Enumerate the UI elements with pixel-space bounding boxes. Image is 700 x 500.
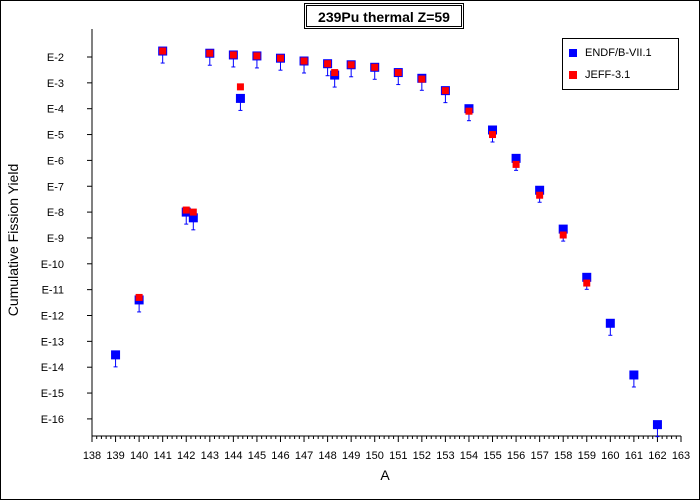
y-axis-label: Cumulative Fission Yield (5, 163, 21, 317)
y-tick-label: E-7 (47, 181, 64, 193)
y-tick-label: E-11 (42, 285, 64, 297)
y-tick-label: E-9 (47, 233, 64, 245)
x-axis-label: A (380, 467, 390, 483)
y-tick-label: E-16 (41, 414, 64, 426)
jeff-point (536, 191, 544, 199)
x-tick-label: 142 (177, 450, 195, 462)
x-tick-label: 145 (248, 450, 266, 462)
x-tick-label: 157 (530, 450, 548, 462)
x-tick-label: 150 (366, 450, 384, 462)
jeff-point (159, 47, 167, 55)
x-tick-label: 162 (648, 450, 666, 462)
x-tick-label: 163 (672, 450, 690, 462)
y-tick-label: E-12 (41, 311, 64, 323)
x-tick-label: 155 (483, 450, 501, 462)
jeff-point (135, 293, 143, 301)
y-tick-label: E-6 (47, 155, 64, 167)
jeff-point (253, 52, 261, 60)
x-tick-label: 146 (271, 450, 289, 462)
endf-point (535, 185, 545, 195)
x-tick-label: 140 (130, 450, 148, 462)
jeff-point (331, 69, 339, 77)
x-tick-label: 159 (578, 450, 596, 462)
jeff-point (182, 206, 190, 214)
jeff-point (441, 87, 449, 95)
x-tick-label: 139 (106, 450, 124, 462)
legend: ENDF/B-VII.1 JEFF-3.1 (562, 38, 679, 90)
chart-title: 239Pu thermal Z=59 (304, 3, 464, 29)
jeff-point (300, 57, 308, 65)
jeff-point (394, 69, 402, 77)
x-tick-label: 161 (625, 450, 643, 462)
jeff-point (583, 279, 591, 287)
jeff-point (276, 54, 284, 62)
endf-point (652, 420, 662, 430)
jeff-point (559, 231, 567, 239)
legend-swatch-endf (569, 49, 577, 58)
x-tick-label: 151 (389, 450, 407, 462)
legend-entry-endf: ENDF/B-VII.1 (569, 46, 652, 60)
x-tick-label: 152 (413, 450, 431, 462)
jeff-point (206, 49, 214, 57)
y-tick-label: E-4 (47, 104, 64, 116)
marks-layer (111, 46, 662, 438)
y-tick-label: E-14 (41, 362, 64, 374)
jeff-point (229, 51, 237, 59)
endf-point (188, 213, 198, 223)
y-tick-label: E-13 (41, 336, 64, 348)
legend-swatch-jeff (569, 71, 577, 80)
jeff-point (512, 160, 520, 168)
x-tick-label: 147 (295, 450, 313, 462)
x-tick-label: 149 (342, 450, 360, 462)
x-tick-label: 153 (436, 450, 454, 462)
jeff-point (347, 61, 355, 69)
y-tick-label: E-15 (41, 388, 64, 400)
jeff-point (324, 60, 332, 68)
x-tick-label: 156 (507, 450, 525, 462)
endf-point (558, 224, 568, 234)
x-tick-label: 154 (460, 450, 478, 462)
endf-point (511, 153, 521, 163)
x-tick-label: 158 (554, 450, 572, 462)
legend-label-endf: ENDF/B-VII.1 (585, 47, 652, 59)
endf-point (605, 318, 615, 328)
endf-point (111, 350, 121, 360)
x-tick-label: 141 (154, 450, 172, 462)
endf-point (582, 272, 592, 282)
y-tick-label: E-2 (47, 52, 64, 64)
x-tick-label: 143 (201, 450, 219, 462)
y-tick-label: E-8 (47, 207, 64, 219)
y-tick-label: E-5 (47, 130, 64, 142)
endf-point (488, 125, 498, 135)
x-tick-label: 138 (83, 450, 101, 462)
endf-point (235, 93, 245, 103)
y-tick-label: E-10 (41, 259, 64, 271)
x-tick-label: 148 (318, 450, 336, 462)
legend-label-jeff: JEFF-3.1 (585, 69, 631, 81)
jeff-point (465, 107, 473, 115)
y-tick-label: E-3 (47, 78, 64, 90)
jeff-point (371, 63, 379, 71)
endf-point (629, 370, 639, 380)
jeff-point (236, 83, 244, 91)
x-tick-label: 144 (224, 450, 242, 462)
jeff-point (189, 208, 197, 216)
x-tick-label: 160 (601, 450, 619, 462)
axes-layer: E-2 E-3 E-4 E-5 E-6 E-7 E-8 E-9 E-10 E-11 E-12 E-13… (41, 29, 690, 462)
jeff-point (418, 75, 426, 83)
legend-entry-jeff: JEFF-3.1 (569, 68, 630, 82)
jeff-point (489, 131, 497, 139)
